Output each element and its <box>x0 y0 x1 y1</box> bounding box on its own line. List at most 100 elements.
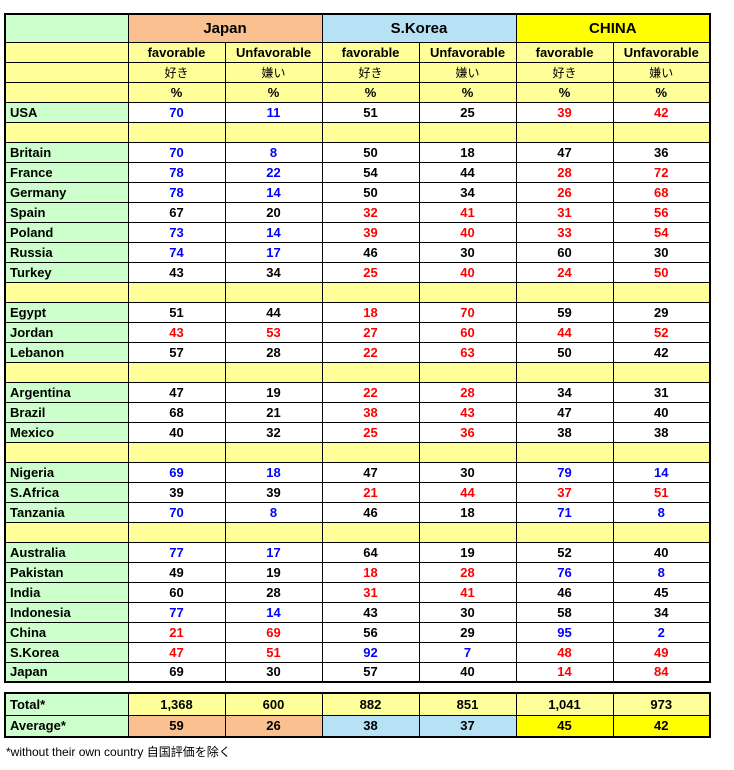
subheader-corner-jp <box>4 61 129 83</box>
col-header-pct-5: % <box>515 81 614 103</box>
table-row: USA 70 11 51 25 39 42 <box>4 101 711 123</box>
separator-cell <box>321 521 420 543</box>
value-cell: 30 <box>418 241 517 263</box>
value-cell: 78 <box>127 161 226 183</box>
value-cell: 27 <box>321 321 420 343</box>
value-cell: 34 <box>224 261 323 283</box>
value-cell: 43 <box>321 601 420 623</box>
value-cell: 54 <box>321 161 420 183</box>
separator-cell <box>515 281 614 303</box>
value-cell: 43 <box>418 401 517 423</box>
average-cell-japan-unfavorable: 26 <box>224 714 323 738</box>
average-cell-skorea-favorable: 38 <box>321 714 420 738</box>
table-row: Pakistan 49 19 18 28 76 8 <box>4 561 711 583</box>
separator-cell <box>612 281 711 303</box>
value-cell: 58 <box>515 601 614 623</box>
value-cell: 18 <box>224 461 323 483</box>
subheader-corner-pct <box>4 81 129 103</box>
value-cell: 59 <box>515 301 614 323</box>
value-cell: 64 <box>321 541 420 563</box>
separator-cell <box>224 521 323 543</box>
value-cell: 18 <box>418 501 517 523</box>
value-cell: 41 <box>418 201 517 223</box>
value-cell: 52 <box>612 321 711 343</box>
value-cell: 32 <box>224 421 323 443</box>
row-label: Indonesia <box>4 601 129 623</box>
separator-cell <box>515 441 614 463</box>
value-cell: 39 <box>321 221 420 243</box>
value-cell: 14 <box>612 461 711 483</box>
value-cell: 40 <box>612 541 711 563</box>
value-cell: 19 <box>418 541 517 563</box>
value-cell: 31 <box>515 201 614 223</box>
table-row: Brazil 68 21 38 43 47 40 <box>4 401 711 423</box>
col-header-pct-1: % <box>127 81 226 103</box>
total-cell-japan-favorable: 1,368 <box>127 692 226 716</box>
value-cell: 47 <box>321 461 420 483</box>
value-cell: 68 <box>127 401 226 423</box>
value-cell: 22 <box>224 161 323 183</box>
value-cell: 51 <box>127 301 226 323</box>
separator-cell <box>321 281 420 303</box>
value-cell: 46 <box>321 501 420 523</box>
table-row: India 60 28 31 41 46 45 <box>4 581 711 603</box>
corner-cell <box>4 13 129 43</box>
value-cell: 38 <box>321 401 420 423</box>
value-cell: 8 <box>612 561 711 583</box>
table-row: S.Korea 47 51 92 7 48 49 <box>4 641 711 663</box>
separator-cell <box>515 121 614 143</box>
separator-cell <box>127 121 226 143</box>
value-cell: 17 <box>224 241 323 263</box>
value-cell: 20 <box>224 201 323 223</box>
table-row: Argentina 47 19 22 28 34 31 <box>4 381 711 403</box>
value-cell: 49 <box>127 561 226 583</box>
row-label: India <box>4 581 129 603</box>
row-label: Tanzania <box>4 501 129 523</box>
separator-row <box>4 121 711 143</box>
value-cell: 14 <box>515 661 614 683</box>
value-cell: 60 <box>127 581 226 603</box>
row-label: Pakistan <box>4 561 129 583</box>
value-cell: 77 <box>127 541 226 563</box>
value-cell: 53 <box>224 321 323 343</box>
value-cell: 28 <box>515 161 614 183</box>
col-header-jp-6: 嫌い <box>612 61 711 83</box>
value-cell: 40 <box>418 221 517 243</box>
table-row: S.Africa 39 39 21 44 37 51 <box>4 481 711 503</box>
table-row: France 78 22 54 44 28 72 <box>4 161 711 183</box>
separator-cell <box>418 121 517 143</box>
separator-cell <box>4 521 129 543</box>
value-cell: 69 <box>127 661 226 683</box>
value-cell: 54 <box>612 221 711 243</box>
value-cell: 39 <box>515 101 614 123</box>
value-cell: 30 <box>418 461 517 483</box>
value-cell: 79 <box>515 461 614 483</box>
value-cell: 52 <box>515 541 614 563</box>
value-cell: 50 <box>515 341 614 363</box>
value-cell: 63 <box>418 341 517 363</box>
value-cell: 8 <box>612 501 711 523</box>
value-cell: 51 <box>321 101 420 123</box>
table-row: Russia 74 17 46 30 60 30 <box>4 241 711 263</box>
separator-cell <box>612 441 711 463</box>
value-cell: 30 <box>418 601 517 623</box>
separator-cell <box>321 441 420 463</box>
group-header-japan: Japan <box>127 13 323 43</box>
row-label: France <box>4 161 129 183</box>
total-cell-china-favorable: 1,041 <box>515 692 614 716</box>
value-cell: 28 <box>224 581 323 603</box>
value-cell: 22 <box>321 381 420 403</box>
value-cell: 34 <box>515 381 614 403</box>
value-cell: 36 <box>418 421 517 443</box>
value-cell: 57 <box>127 341 226 363</box>
value-cell: 40 <box>418 661 517 683</box>
separator-cell <box>224 361 323 383</box>
separator-row <box>4 361 711 383</box>
total-cell-china-unfavorable: 973 <box>612 692 711 716</box>
total-label: Total* <box>4 692 129 716</box>
table-row: Lebanon 57 28 22 63 50 42 <box>4 341 711 363</box>
separator-cell <box>418 361 517 383</box>
separator-cell <box>4 361 129 383</box>
value-cell: 31 <box>612 381 711 403</box>
